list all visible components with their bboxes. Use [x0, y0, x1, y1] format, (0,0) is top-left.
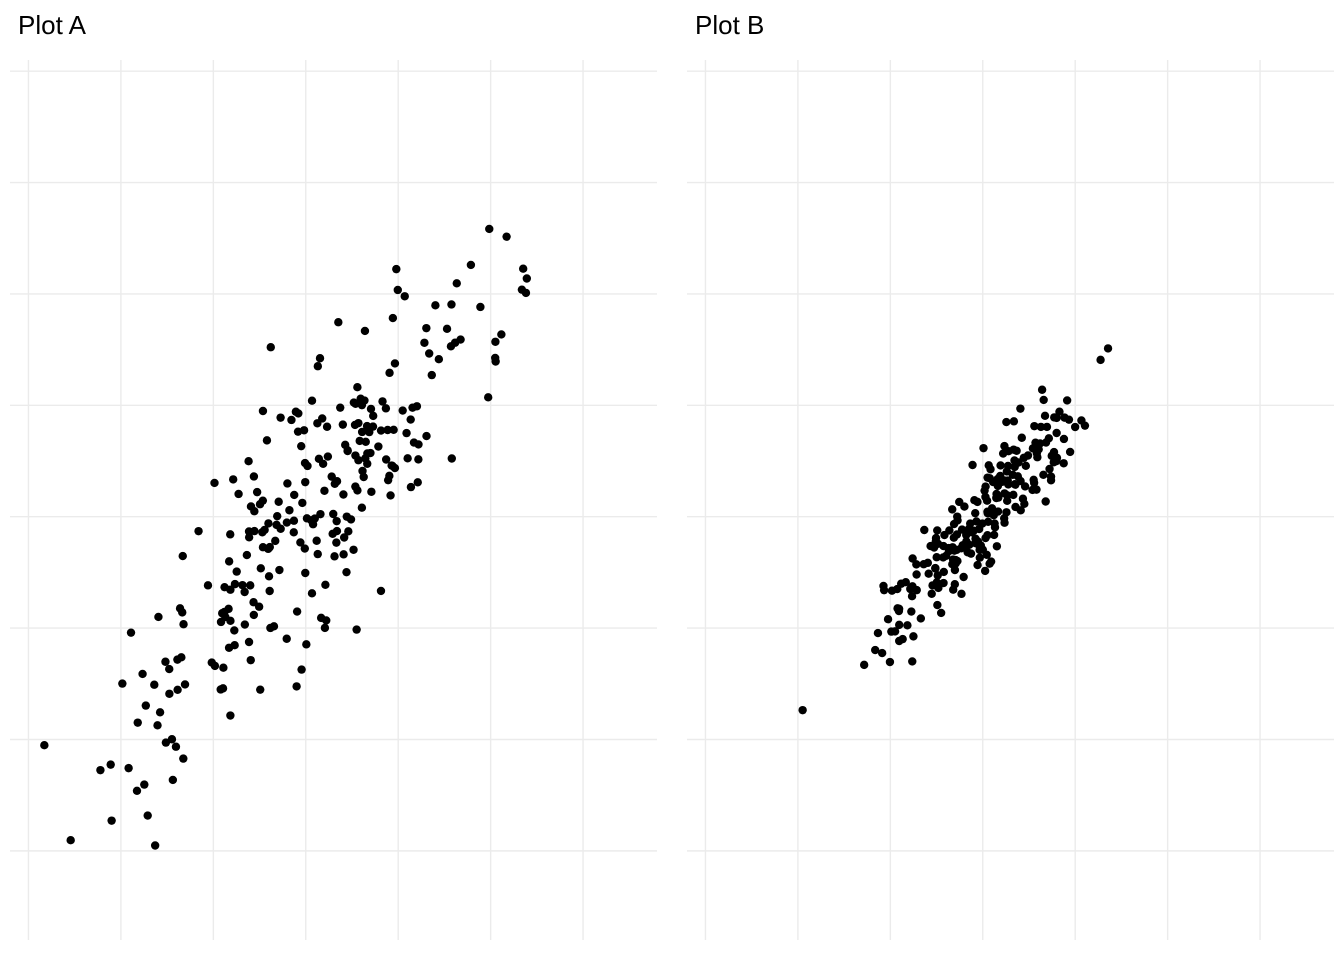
panel-title-a: Plot A: [18, 10, 86, 41]
panel-title-b: Plot B: [695, 10, 764, 41]
scatter-svg-b: [687, 60, 1334, 940]
scatter-svg-a: [10, 60, 657, 940]
plot-area-a: [10, 60, 657, 940]
figure: Plot A Plot B: [0, 0, 1344, 960]
plot-area-b: [687, 60, 1334, 940]
panel-plot-a: Plot A: [10, 10, 657, 950]
panel-plot-b: Plot B: [687, 10, 1334, 950]
